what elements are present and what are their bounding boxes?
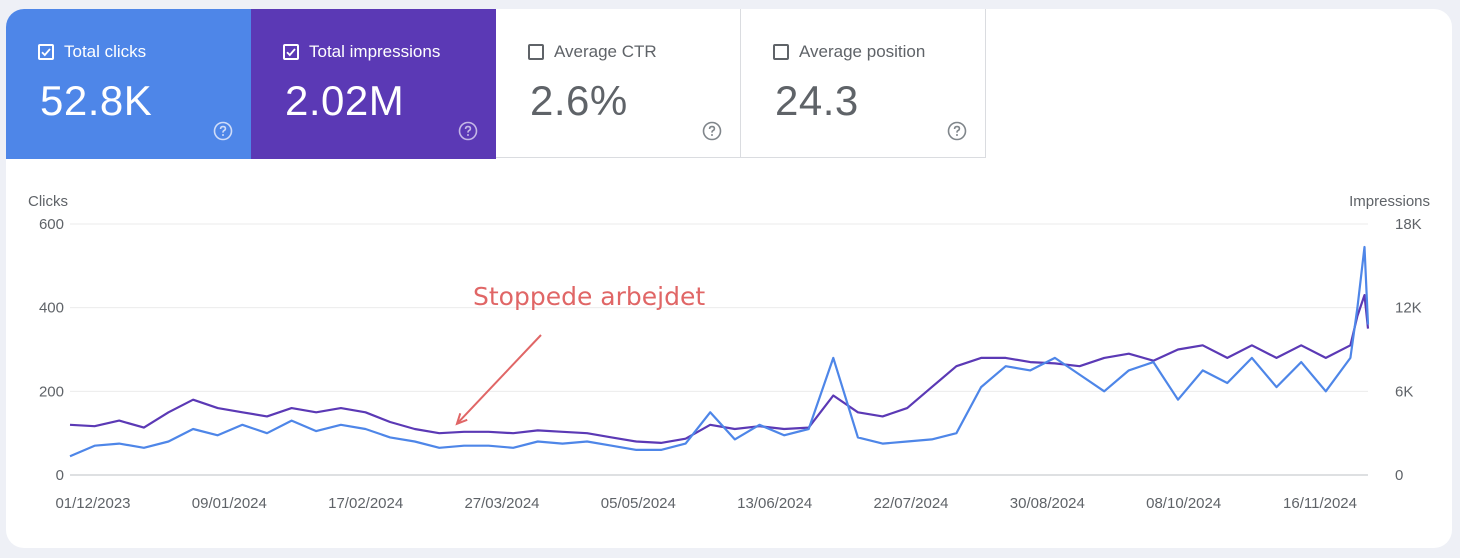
annotation-label: Stoppede arbejdet (473, 282, 705, 311)
metric-tile-total-clicks[interactable]: Total clicks 52.8K (6, 9, 251, 159)
chart-lines (69, 245, 1370, 458)
annotation-arrow (455, 334, 542, 426)
x-tick-label: 13/06/2024 (737, 495, 812, 512)
left-tick-label: 400 (39, 300, 64, 317)
performance-card: Total clicks 52.8K Total impressions 2.0… (6, 9, 1452, 548)
help-icon[interactable] (213, 121, 233, 141)
metric-label: Total clicks (64, 42, 147, 61)
left-tick-label: 0 (56, 467, 64, 484)
arrow-shaft (456, 334, 542, 425)
checkbox-icon[interactable] (38, 44, 54, 60)
metric-label: Average CTR (554, 42, 657, 61)
metric-label: Average position (799, 42, 926, 61)
metric-tile-average-position[interactable]: Average position 24.3 (741, 9, 986, 158)
metric-header: Total impressions (283, 42, 440, 62)
metric-value: 24.3 (775, 77, 859, 124)
x-tick-label: 27/03/2024 (464, 495, 539, 512)
x-tick-label: 09/01/2024 (192, 495, 267, 512)
series-line-total-impressions (69, 294, 1370, 444)
left-tick-label: 600 (39, 216, 64, 233)
help-icon[interactable] (947, 121, 967, 141)
metric-value: 2.6% (530, 77, 628, 124)
checkbox-icon[interactable] (528, 44, 544, 60)
right-tick-label: 0 (1395, 467, 1403, 484)
x-tick-label: 08/10/2024 (1146, 495, 1221, 512)
right-tick-label: 6K (1395, 383, 1413, 400)
right-axis-title: Impressions (1349, 193, 1430, 210)
performance-chart: Clicks Impressions 0 0 200 6K 400 12K 600 18K 01… (28, 193, 1430, 512)
checkbox-icon[interactable] (283, 44, 299, 60)
metric-header: Average CTR (528, 42, 657, 62)
help-icon[interactable] (458, 121, 478, 141)
right-tick-label: 12K (1395, 300, 1422, 317)
x-tick-label: 16/11/2024 (1283, 495, 1357, 512)
metric-tile-total-impressions[interactable]: Total impressions 2.02M (251, 9, 496, 159)
metric-header: Total clicks (38, 42, 146, 62)
metric-label: Total impressions (309, 42, 441, 61)
checkbox-icon[interactable] (773, 44, 789, 60)
arrow-head (455, 412, 468, 426)
left-axis-title: Clicks (28, 193, 68, 210)
x-tick-label: 30/08/2024 (1010, 495, 1085, 512)
x-tick-label: 01/12/2023 (55, 495, 130, 512)
x-tick-label: 17/02/2024 (328, 495, 403, 512)
metric-value: 52.8K (40, 77, 153, 124)
left-tick-label: 200 (39, 383, 64, 400)
chart-grid (70, 223, 1368, 476)
series-line-total-clicks (69, 245, 1370, 458)
metric-tile-average-ctr[interactable]: Average CTR 2.6% (496, 9, 741, 158)
help-icon[interactable] (702, 121, 722, 141)
metric-header: Average position (773, 42, 925, 62)
x-tick-label: 22/07/2024 (873, 495, 948, 512)
right-tick-label: 18K (1395, 216, 1422, 233)
axis-ticks: 0 0 200 6K 400 12K 600 18K 01/12/2023 09/01/2024 1… (39, 216, 1422, 512)
metric-value: 2.02M (285, 77, 405, 124)
metric-tiles: Total clicks 52.8K Total impressions 2.0… (6, 9, 986, 159)
x-tick-label: 05/05/2024 (601, 495, 676, 512)
